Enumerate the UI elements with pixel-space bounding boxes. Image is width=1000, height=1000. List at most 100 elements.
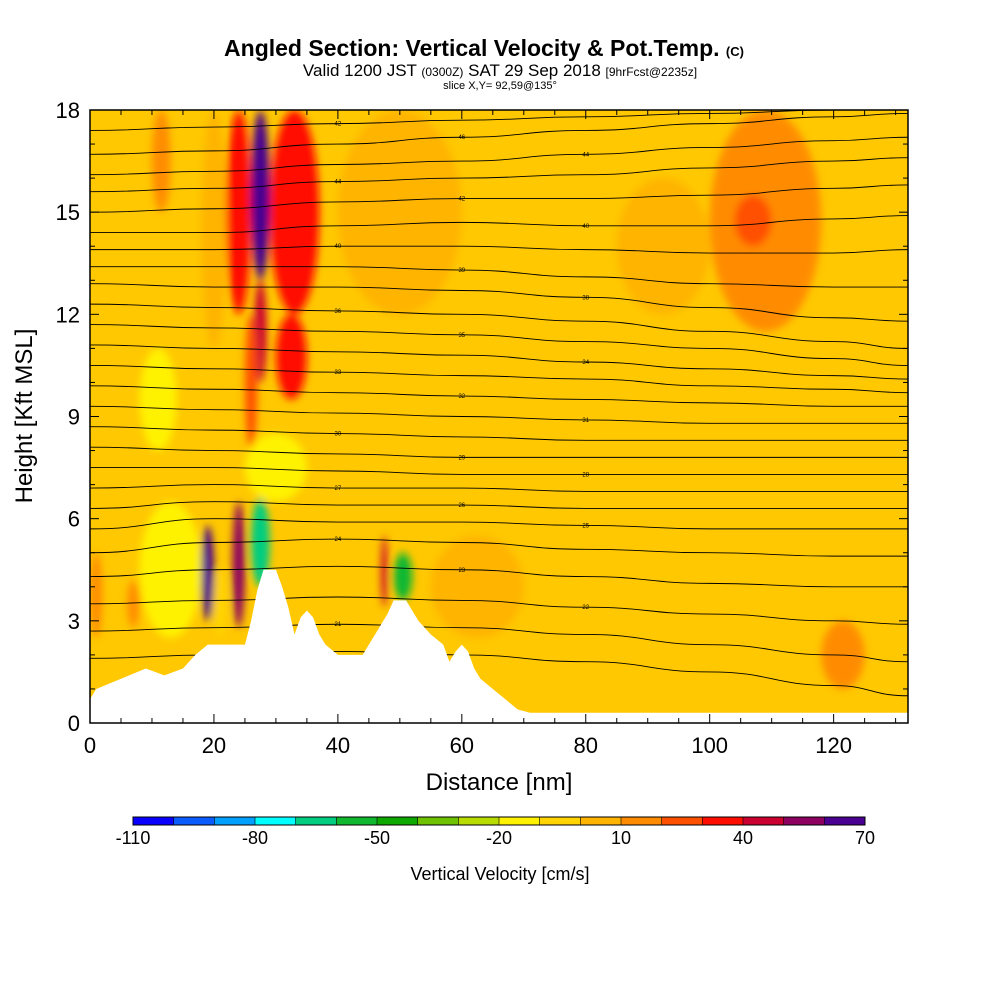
valid-prefix: Valid 1200 JST [303, 61, 417, 80]
colorbar-tick-label: -20 [486, 828, 512, 848]
theta-contour-line [90, 283, 908, 322]
title-main: Angled Section: Vertical Velocity & Pot.… [224, 35, 719, 61]
y-tick-label: 0 [68, 711, 80, 736]
velocity-cell [244, 314, 258, 451]
theta-contour-label: 24 [335, 537, 342, 543]
theta-contour-line [90, 303, 908, 349]
colorbar-tick-label: -110 [116, 828, 151, 848]
colorbar-swatch [539, 817, 581, 825]
velocity-cell [226, 110, 252, 315]
theta-contour-line [90, 467, 908, 475]
velocity-cell [275, 314, 307, 400]
velocity-cell [201, 525, 214, 621]
theta-contour-line [90, 157, 908, 193]
theta-contour-line [90, 565, 908, 588]
theta-contour-line [90, 426, 908, 441]
velocity-cell [251, 110, 270, 281]
velocity-cell [254, 280, 267, 383]
theta-contours: 42 46 44 44 42 40 40 39 38 36 35 34 33 32 31 30 29 28 27 26… [90, 110, 908, 697]
theta-contour-line [90, 501, 908, 509]
slice-info: slice X,Y= 92,59@135° [443, 80, 557, 92]
velocity-field [90, 110, 865, 689]
colorbar-swatch [255, 817, 297, 825]
theta-contour-line [90, 184, 908, 213]
colorbar-swatch [173, 817, 215, 825]
valid-time: Valid 1200 JST (0300Z) SAT 29 Sep 2018 [… [303, 61, 697, 80]
theta-contour-line [90, 405, 908, 424]
colorbar: -110 -80 -50 -20 10 40 70 [116, 816, 875, 848]
valid-date: SAT 29 Sep 2018 [468, 61, 601, 80]
y-tick-label: 9 [68, 405, 80, 430]
velocity-cell [213, 569, 227, 638]
theta-contour-line [90, 266, 908, 288]
theta-contour-label: 25 [582, 523, 589, 529]
colorbar-swatch [458, 817, 500, 825]
colorbar-label: Vertical Velocity [cm/s] [410, 864, 589, 884]
theta-contour-label: 35 [458, 333, 465, 339]
theta-contour-label: 40 [582, 224, 589, 230]
y-tick-label: 15 [56, 200, 80, 225]
theta-contour-line [90, 446, 908, 458]
colorbar-tick-label: -80 [242, 828, 268, 848]
x-tick-label: 40 [326, 733, 350, 758]
theta-contour-label: 29 [458, 455, 465, 461]
velocity-cell [393, 552, 413, 601]
x-axis: 0 20 40 60 80 100 120 [84, 110, 897, 758]
theta-contour-line [90, 245, 908, 254]
theta-contour-line [90, 538, 908, 557]
velocity-cell [269, 110, 320, 315]
theta-contour-line [90, 385, 908, 407]
colorbar-tick-label: 40 [733, 828, 753, 848]
velocity-blobs [90, 110, 865, 689]
theta-contour-line [90, 112, 908, 155]
colorbar-swatch [499, 817, 541, 825]
theta-contour-line [90, 518, 908, 530]
theta-contour-label: 40 [335, 244, 342, 250]
x-tick-label: 60 [450, 733, 474, 758]
theta-contour-line [90, 484, 908, 492]
theta-contour-line [90, 136, 908, 176]
chart-title: Angled Section: Vertical Velocity & Pot.… [224, 35, 744, 61]
theta-contour-label: 39 [458, 268, 465, 274]
x-axis-label: Distance [nm] [426, 769, 573, 796]
y-tick-label: 12 [56, 302, 80, 327]
velocity-cell [127, 579, 140, 628]
velocity-cell [90, 552, 103, 638]
velocity-cell [430, 535, 524, 638]
x-tick-label: 120 [815, 733, 852, 758]
velocity-cell [139, 348, 177, 451]
velocity-cell [616, 178, 710, 315]
colorbar-tick-label: 70 [855, 828, 875, 848]
plot-area: 4246444442404039383635343332313029282726… [56, 98, 909, 758]
colorbar-swatch [661, 817, 703, 825]
colorbar-swatch [743, 817, 785, 825]
colorbar-swatch [824, 817, 866, 825]
colorbar-swatch [783, 817, 825, 825]
colorbar-swatch [377, 817, 419, 825]
theta-contour-label: 26 [458, 503, 465, 509]
colorbar-swatch [295, 817, 337, 825]
theta-contour-line [90, 324, 908, 366]
theta-contour-label: 46 [458, 135, 465, 141]
colorbar-swatch [580, 817, 622, 825]
velocity-cell [139, 501, 202, 638]
theta-contour-line [90, 215, 908, 234]
theta-contour-label: 22 [582, 605, 589, 611]
theta-contour-label: 21 [335, 622, 342, 628]
y-tick-label: 6 [68, 507, 80, 532]
theta-contour-label: 42 [458, 197, 465, 203]
velocity-cell [734, 195, 772, 247]
velocity-cell [232, 501, 245, 628]
velocity-cell [201, 110, 227, 349]
theta-contour-label: 30 [335, 432, 342, 438]
theta-contour-label: 44 [582, 152, 589, 158]
x-tick-label: 0 [84, 733, 96, 758]
theta-contour-label: 23 [458, 568, 465, 574]
colorbar-swatch [133, 817, 175, 825]
theta-contour-label: 31 [582, 418, 589, 424]
theta-contour-label: 42 [335, 122, 342, 128]
theta-contour-label: 36 [335, 309, 342, 315]
colorbar-swatch [621, 817, 663, 825]
